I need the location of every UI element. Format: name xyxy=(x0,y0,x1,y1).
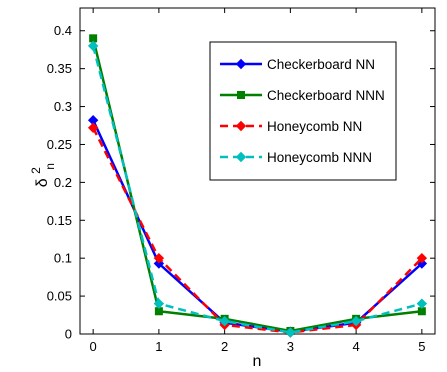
data-point xyxy=(87,40,99,52)
y-tick-label: 0.3 xyxy=(54,99,72,114)
x-tick-label: 1 xyxy=(155,339,162,354)
ticks: 0 1 2 3 4 5 0 0.05 0.1 0.15 0.2 0.25 0.3 0.35 0.4 xyxy=(47,8,435,354)
y-tick-label: 0.1 xyxy=(54,251,72,266)
y-tick-label: 0 xyxy=(65,327,72,342)
y-axis-label-sub: n xyxy=(43,163,57,170)
series-3 xyxy=(87,40,428,338)
y-axis-label: δ 2 n xyxy=(29,163,57,188)
data-point xyxy=(87,122,99,133)
legend-entry: Honeycomb NNN xyxy=(220,150,372,165)
y-axis-label-base: δ xyxy=(34,178,51,187)
data-point xyxy=(285,327,296,338)
svg-text:δ 2 n: δ 2 n xyxy=(29,163,57,188)
x-tick-label: 2 xyxy=(221,339,228,354)
y-tick-label: 0.4 xyxy=(54,23,72,38)
y-tick-label: 0.15 xyxy=(47,213,72,228)
series-line xyxy=(91,45,423,334)
legend-marker xyxy=(235,58,247,70)
legend-label: Checkerboard NN xyxy=(267,57,375,72)
y-axis-label-sup: 2 xyxy=(29,167,43,174)
x-tick-label: 5 xyxy=(418,339,425,354)
data-point xyxy=(416,298,428,309)
data-point xyxy=(219,315,230,327)
series-line xyxy=(92,127,423,334)
legend-items: Checkerboard NN Checkerboard NNN Honeycomb… xyxy=(220,57,385,165)
legend-label: Checkerboard NNN xyxy=(267,88,385,103)
legend-marker xyxy=(237,91,245,99)
data-point xyxy=(416,252,428,264)
y-tick-label: 0.35 xyxy=(47,61,72,76)
legend: Checkerboard NN Checkerboard NNN Honeycomb… xyxy=(209,41,397,181)
legend-label: Honeycomb NN xyxy=(267,119,362,134)
legend-label: Honeycomb NNN xyxy=(267,150,372,165)
legend-entry: Honeycomb NN xyxy=(220,119,362,134)
series-lines xyxy=(87,34,428,338)
legend-marker xyxy=(235,120,247,132)
data-point xyxy=(350,315,362,327)
data-point xyxy=(153,252,165,264)
legend-entry: Checkerboard NN xyxy=(220,57,375,72)
x-tick-label: 0 xyxy=(90,339,97,354)
x-axis-label: n xyxy=(253,353,262,370)
legend-entry: Checkerboard NNN xyxy=(220,88,385,103)
x-tick-label: 4 xyxy=(352,339,359,354)
y-tick-label: 0.2 xyxy=(54,175,72,190)
legend-marker xyxy=(235,151,247,163)
data-point xyxy=(153,298,165,309)
y-tick-label: 0.25 xyxy=(47,137,72,152)
x-tick-label: 3 xyxy=(287,339,294,354)
y-tick-label: 0.05 xyxy=(47,289,72,304)
